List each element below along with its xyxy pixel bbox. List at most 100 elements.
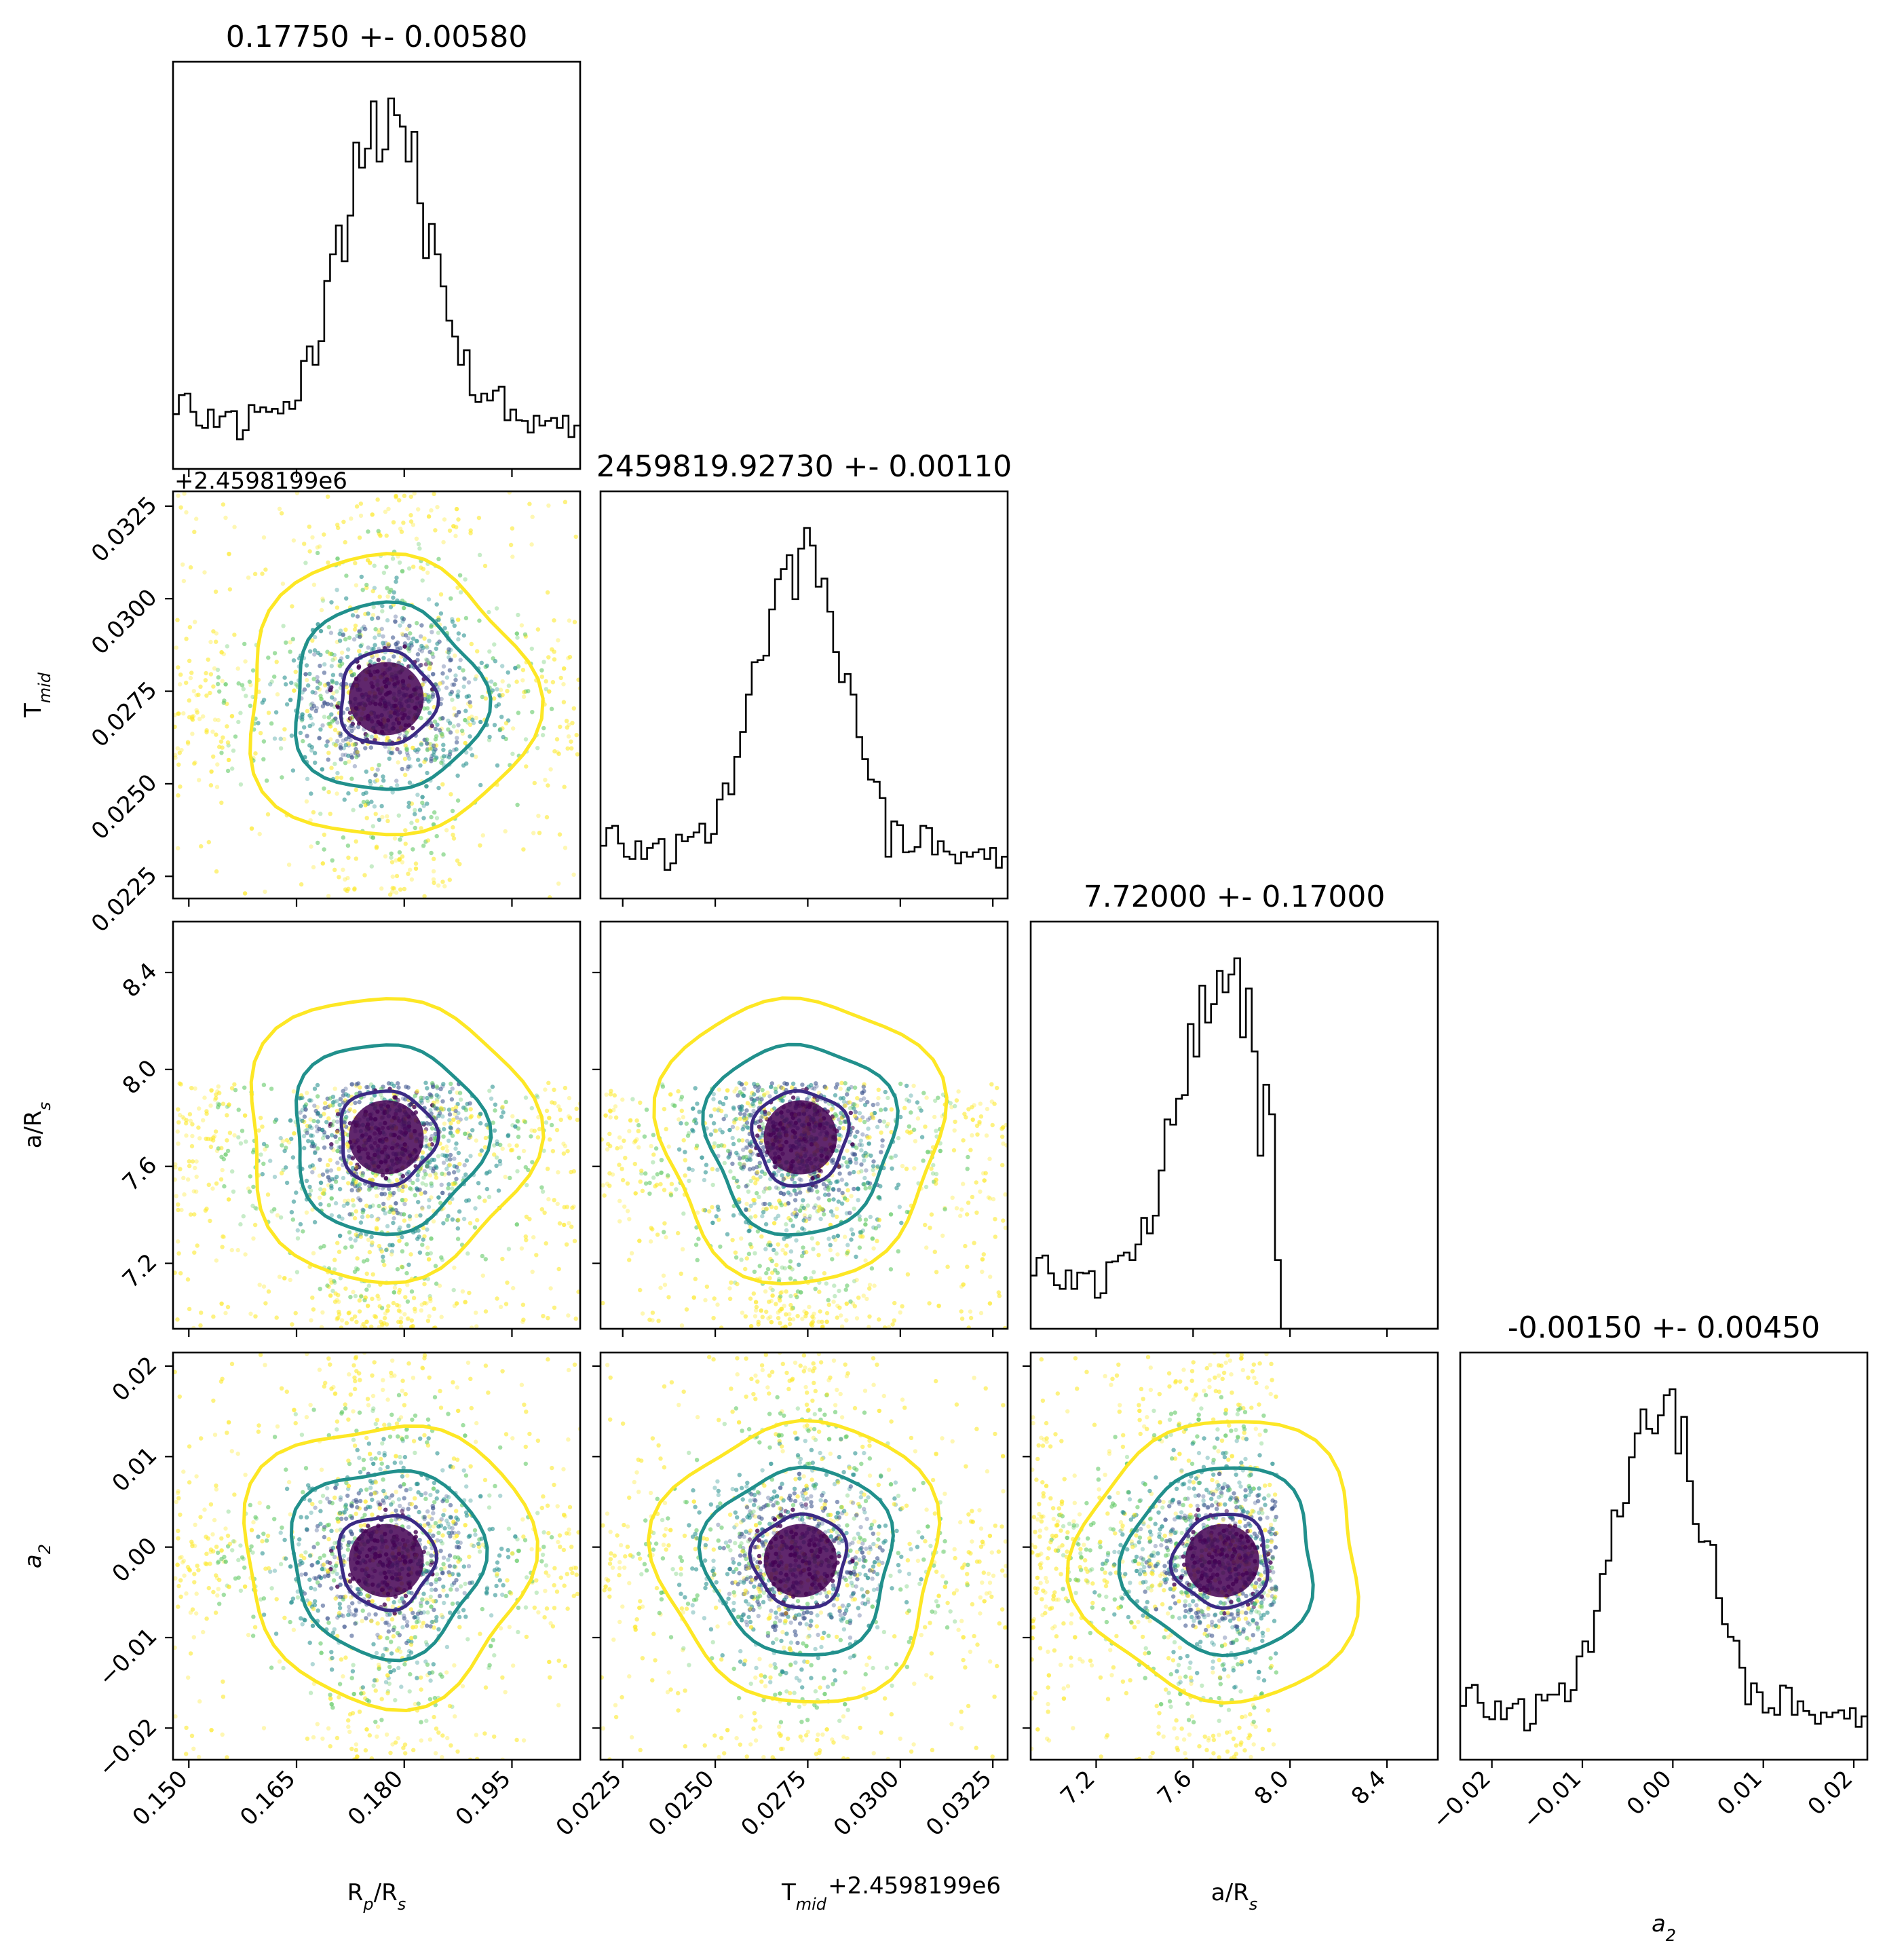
sample-point — [391, 520, 396, 525]
sample-point — [178, 505, 183, 510]
sample-point — [209, 769, 214, 774]
sample-point — [432, 491, 436, 497]
sample-point — [456, 1120, 461, 1125]
sample-point — [411, 1180, 415, 1186]
sample-point — [424, 644, 429, 649]
sample-point — [385, 594, 390, 599]
sample-point — [302, 1119, 307, 1125]
sample-point — [328, 1293, 333, 1298]
sample-point — [521, 847, 526, 852]
sample-point — [398, 1225, 402, 1230]
sample-point — [430, 1133, 434, 1139]
sample-point — [450, 619, 455, 624]
sample-point — [369, 799, 374, 804]
sample-point — [444, 1153, 449, 1158]
sample-point — [421, 645, 425, 650]
sample-point — [184, 637, 189, 641]
sample-point — [461, 763, 466, 768]
sample-point — [326, 681, 331, 686]
sample-point — [316, 650, 320, 656]
sample-point — [368, 745, 373, 750]
sample-point — [272, 1207, 277, 1212]
sample-point — [430, 746, 434, 751]
sample-point — [569, 746, 574, 751]
sample-point — [406, 728, 411, 733]
sample-point — [554, 737, 560, 742]
sample-point — [316, 1110, 320, 1116]
sample-point — [307, 549, 312, 554]
sample-point — [373, 1185, 378, 1190]
sample-point — [441, 852, 446, 857]
sample-point — [420, 1207, 425, 1211]
sample-point — [238, 782, 244, 787]
sample-point — [454, 1176, 459, 1182]
sample-point — [358, 1220, 364, 1225]
sample-point — [344, 685, 349, 690]
sample-point — [260, 1172, 265, 1177]
sample-point — [353, 751, 358, 755]
sample-point — [515, 802, 520, 808]
sample-point — [354, 1209, 358, 1214]
sample-point — [292, 688, 297, 693]
sample-point — [197, 717, 202, 721]
sample-point — [444, 1154, 449, 1158]
sample-point — [326, 1116, 331, 1121]
sample-point — [316, 1110, 320, 1116]
sample-point — [388, 751, 394, 755]
sample-point — [373, 734, 379, 739]
sample-point — [208, 1137, 214, 1141]
sample-point — [225, 1113, 229, 1118]
sample-point — [322, 786, 326, 791]
sample-point — [402, 1212, 406, 1217]
sample-point — [266, 655, 271, 660]
sample-point — [280, 1143, 284, 1148]
sample-point — [432, 1166, 436, 1171]
sample-point — [457, 710, 461, 715]
sample-point — [542, 1210, 547, 1215]
sample-point — [219, 800, 224, 806]
sample-point — [404, 751, 410, 755]
sample-point — [381, 641, 385, 645]
sample-point — [555, 1201, 560, 1207]
sample-point — [176, 1202, 180, 1207]
sample-point — [329, 766, 334, 770]
sample-point — [369, 1213, 374, 1219]
sample-point — [491, 1120, 495, 1125]
sample-point — [248, 1311, 253, 1317]
sample-point — [191, 714, 196, 719]
sample-point — [223, 1152, 228, 1157]
sample-point — [454, 525, 459, 529]
sample-point — [344, 685, 349, 690]
sample-point — [408, 631, 413, 636]
sample-point — [272, 1174, 278, 1179]
sample-point — [385, 814, 389, 819]
sample-point — [548, 1286, 553, 1291]
sample-point — [310, 701, 315, 706]
sample-point — [545, 1167, 550, 1171]
sample-point — [467, 1290, 472, 1296]
sample-point — [344, 1114, 349, 1120]
sample-point — [519, 623, 525, 628]
sample-point — [455, 1129, 460, 1135]
sample-point — [444, 1144, 449, 1149]
sample-point — [311, 1144, 316, 1149]
sample-point — [208, 690, 212, 696]
sample-point — [330, 858, 335, 863]
sample-point — [450, 1217, 455, 1222]
sample-point — [313, 709, 318, 714]
sample-point — [347, 716, 353, 721]
sample-point — [238, 1222, 243, 1227]
sample-point — [184, 1121, 189, 1126]
sample-point — [421, 1237, 425, 1242]
sample-point — [497, 728, 502, 733]
sample-point — [419, 649, 425, 654]
sample-point — [330, 858, 335, 863]
sample-point — [359, 1293, 364, 1298]
sample-point — [367, 1249, 372, 1255]
sample-point — [514, 1222, 519, 1227]
sample-point — [370, 588, 375, 594]
sample-point — [452, 747, 457, 753]
sample-point — [456, 618, 461, 622]
sample-point — [499, 715, 504, 719]
sample-point — [413, 866, 419, 871]
